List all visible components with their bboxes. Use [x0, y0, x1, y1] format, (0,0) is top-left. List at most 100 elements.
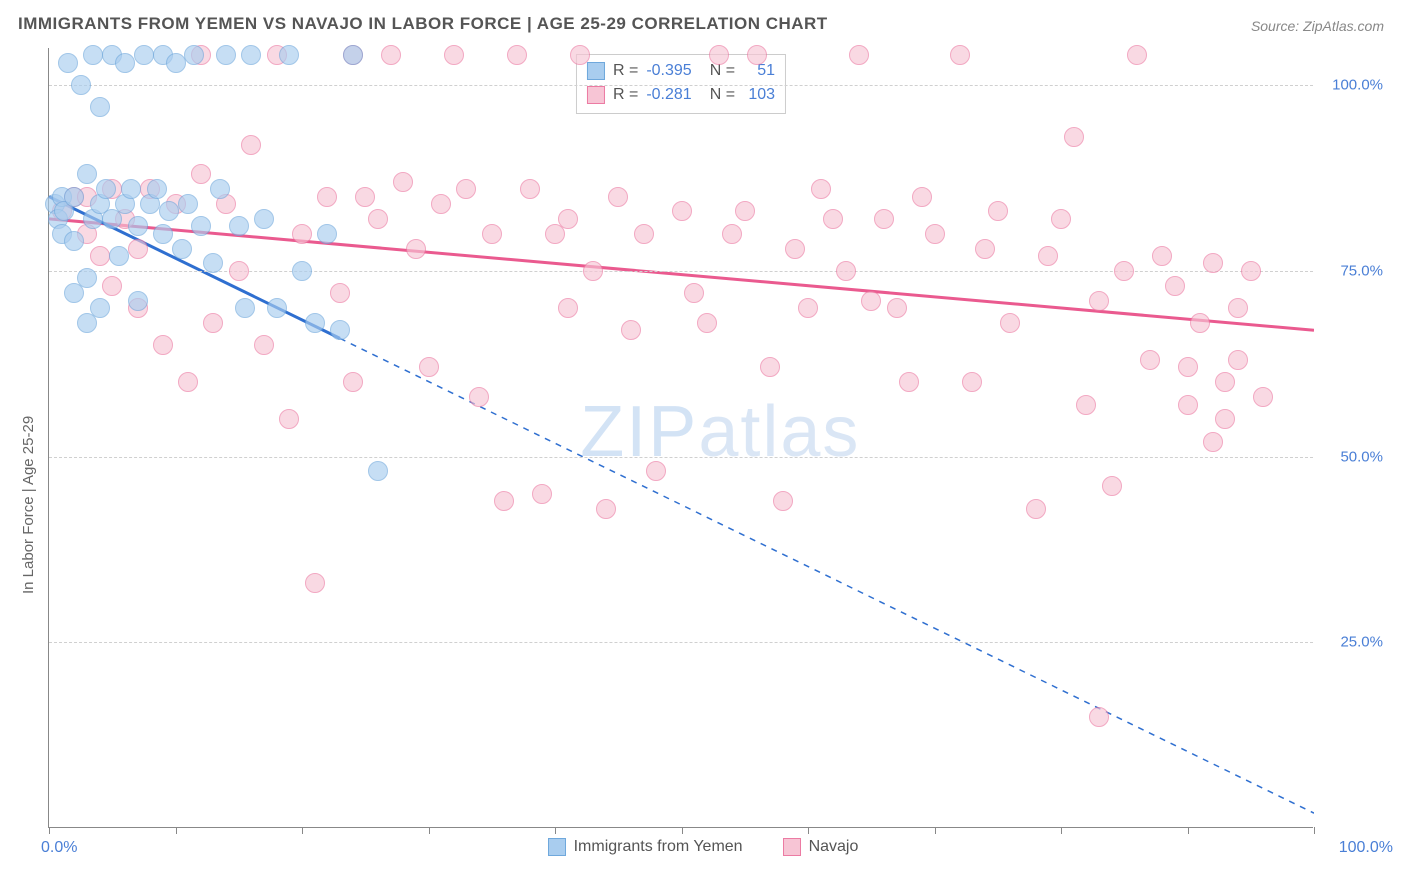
data-point-navajo: [1228, 350, 1248, 370]
data-point-navajo: [1215, 409, 1235, 429]
data-point-navajo: [355, 187, 375, 207]
data-point-navajo: [1203, 432, 1223, 452]
data-point-navajo: [431, 194, 451, 214]
watermark-thin: atlas: [698, 392, 860, 472]
data-point-yemen: [159, 201, 179, 221]
data-point-navajo: [672, 201, 692, 221]
data-point-navajo: [507, 45, 527, 65]
data-point-navajo: [178, 372, 198, 392]
data-point-navajo: [1051, 209, 1071, 229]
x-tick: [1188, 827, 1189, 834]
data-point-navajo: [368, 209, 388, 229]
watermark-bold: ZIP: [580, 392, 698, 472]
data-point-yemen: [83, 45, 103, 65]
trend-line: [340, 338, 1314, 813]
data-point-navajo: [887, 298, 907, 318]
data-point-navajo: [317, 187, 337, 207]
data-point-yemen: [210, 179, 230, 199]
x-tick: [1061, 827, 1062, 834]
data-point-yemen: [64, 231, 84, 251]
data-point-navajo: [988, 201, 1008, 221]
data-point-navajo: [975, 239, 995, 259]
data-point-yemen: [241, 45, 261, 65]
data-point-navajo: [1178, 395, 1198, 415]
source-label: Source: ZipAtlas.com: [1251, 18, 1384, 34]
data-point-yemen: [58, 53, 78, 73]
stat-r-label: R =: [613, 59, 638, 83]
data-point-yemen: [109, 246, 129, 266]
data-point-navajo: [785, 239, 805, 259]
data-point-navajo: [406, 239, 426, 259]
chart-title: IMMIGRANTS FROM YEMEN VS NAVAJO IN LABOR…: [18, 14, 828, 34]
data-point-yemen: [203, 253, 223, 273]
data-point-yemen: [292, 261, 312, 281]
data-point-navajo: [836, 261, 856, 281]
data-point-yemen: [216, 45, 236, 65]
data-point-navajo: [229, 261, 249, 281]
data-point-navajo: [241, 135, 261, 155]
gridline-h: [49, 85, 1313, 86]
plot-area: ZIPatlas R = -0.395 N = 51 R = -0.281 N …: [48, 48, 1313, 828]
data-point-yemen: [77, 164, 97, 184]
data-point-yemen: [90, 298, 110, 318]
data-point-navajo: [621, 320, 641, 340]
data-point-navajo: [925, 224, 945, 244]
x-tick: [935, 827, 936, 834]
data-point-navajo: [305, 573, 325, 593]
data-point-navajo: [1102, 476, 1122, 496]
data-point-navajo: [494, 491, 514, 511]
data-point-yemen: [153, 224, 173, 244]
data-point-navajo: [90, 246, 110, 266]
data-point-navajo: [912, 187, 932, 207]
data-point-navajo: [520, 179, 540, 199]
stat-n-navajo: 103: [743, 83, 775, 107]
data-point-navajo: [469, 387, 489, 407]
data-point-yemen: [134, 45, 154, 65]
x-tick: [429, 827, 430, 834]
data-point-yemen: [235, 298, 255, 318]
legend-label-yemen: Immigrants from Yemen: [574, 838, 743, 856]
swatch-navajo: [587, 86, 605, 104]
data-point-yemen: [279, 45, 299, 65]
data-point-navajo: [419, 357, 439, 377]
data-point-navajo: [583, 261, 603, 281]
data-point-yemen: [128, 291, 148, 311]
data-point-navajo: [532, 484, 552, 504]
data-point-navajo: [798, 298, 818, 318]
watermark: ZIPatlas: [580, 391, 860, 473]
data-point-navajo: [684, 283, 704, 303]
data-point-navajo: [735, 201, 755, 221]
x-tick: [49, 827, 50, 834]
data-point-navajo: [596, 499, 616, 519]
x-tick: [1314, 827, 1315, 834]
data-point-navajo: [102, 276, 122, 296]
data-point-navajo: [1241, 261, 1261, 281]
data-point-navajo: [760, 357, 780, 377]
data-point-navajo: [747, 45, 767, 65]
data-point-yemen: [121, 179, 141, 199]
gridline-h: [49, 457, 1313, 458]
stat-r-yemen: -0.395: [646, 59, 691, 83]
data-point-navajo: [444, 45, 464, 65]
data-point-navajo: [1114, 261, 1134, 281]
data-point-navajo: [279, 409, 299, 429]
stats-row-navajo: R = -0.281 N = 103: [587, 83, 775, 107]
swatch-yemen: [587, 62, 605, 80]
data-point-navajo: [254, 335, 274, 355]
data-point-navajo: [962, 372, 982, 392]
data-point-navajo: [697, 313, 717, 333]
data-point-yemen: [172, 239, 192, 259]
y-axis-label: In Labor Force | Age 25-29: [20, 416, 37, 594]
data-point-navajo: [823, 209, 843, 229]
data-point-yemen: [71, 75, 91, 95]
data-point-navajo: [1026, 499, 1046, 519]
data-point-navajo: [1178, 357, 1198, 377]
data-point-navajo: [722, 224, 742, 244]
data-point-navajo: [381, 45, 401, 65]
data-point-navajo: [456, 179, 476, 199]
data-point-navajo: [950, 45, 970, 65]
y-tick-label: 50.0%: [1323, 448, 1383, 465]
data-point-navajo: [1089, 291, 1109, 311]
data-point-navajo: [128, 239, 148, 259]
data-point-navajo: [153, 335, 173, 355]
